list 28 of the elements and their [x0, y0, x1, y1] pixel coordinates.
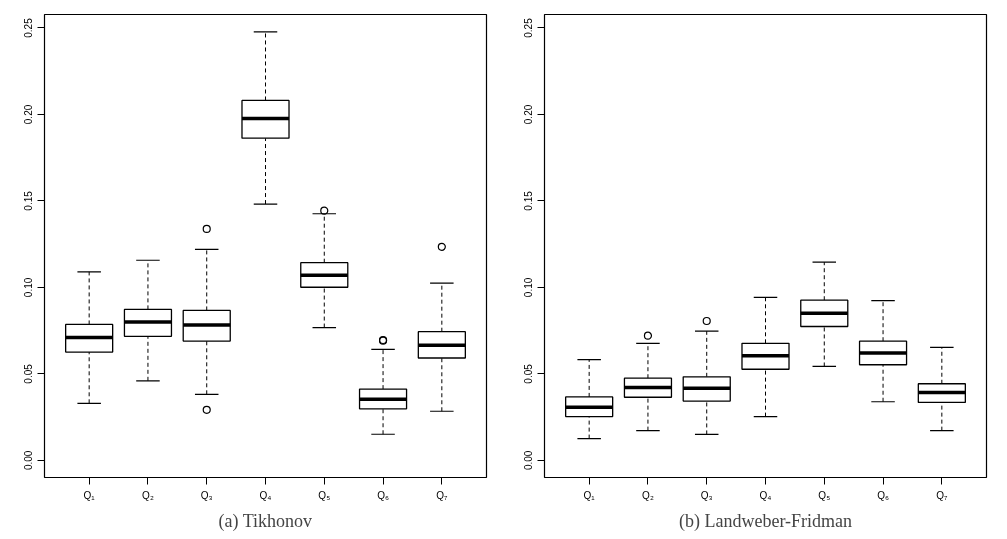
y-tick-label: 0.00 — [23, 450, 35, 471]
x-tick-label: Q₄ — [759, 489, 772, 501]
x-tick-label: Q₆ — [377, 489, 389, 501]
y-tick-label: 0.10 — [23, 277, 35, 298]
x-tick-label: Q₇ — [936, 489, 948, 501]
y-tick-label: 0.25 — [523, 17, 535, 38]
x-tick-label: Q₁ — [83, 489, 96, 501]
x-tick-label: Q₂ — [142, 489, 154, 501]
x-tick-label: Q₇ — [436, 489, 448, 501]
text: (b) Landweber-Fridman — [678, 510, 853, 532]
y-tick-label: 0.25 — [23, 17, 35, 38]
y-tick-label: 0.15 — [23, 190, 35, 211]
y-tick-label: 0.05 — [23, 363, 35, 384]
x-tick-label: Q₅ — [318, 489, 331, 501]
x-tick-label: Q₆ — [877, 489, 889, 501]
y-tick-label: 0.20 — [23, 104, 35, 125]
y-tick-label: 0.05 — [523, 363, 535, 384]
text: (a) Tikhonov — [218, 510, 313, 532]
x-tick-label: Q₂ — [642, 489, 654, 501]
x-tick-label: Q₅ — [818, 489, 831, 501]
x-tick-label: Q₄ — [259, 489, 272, 501]
y-tick-label: 0.00 — [523, 450, 535, 471]
y-tick-label: 0.15 — [523, 190, 535, 211]
x-tick-label: Q₃ — [700, 489, 713, 501]
y-tick-label: 0.20 — [523, 104, 535, 125]
x-tick-label: Q₁ — [583, 489, 596, 501]
y-tick-label: 0.10 — [523, 277, 535, 298]
x-tick-label: Q₃ — [200, 489, 213, 501]
